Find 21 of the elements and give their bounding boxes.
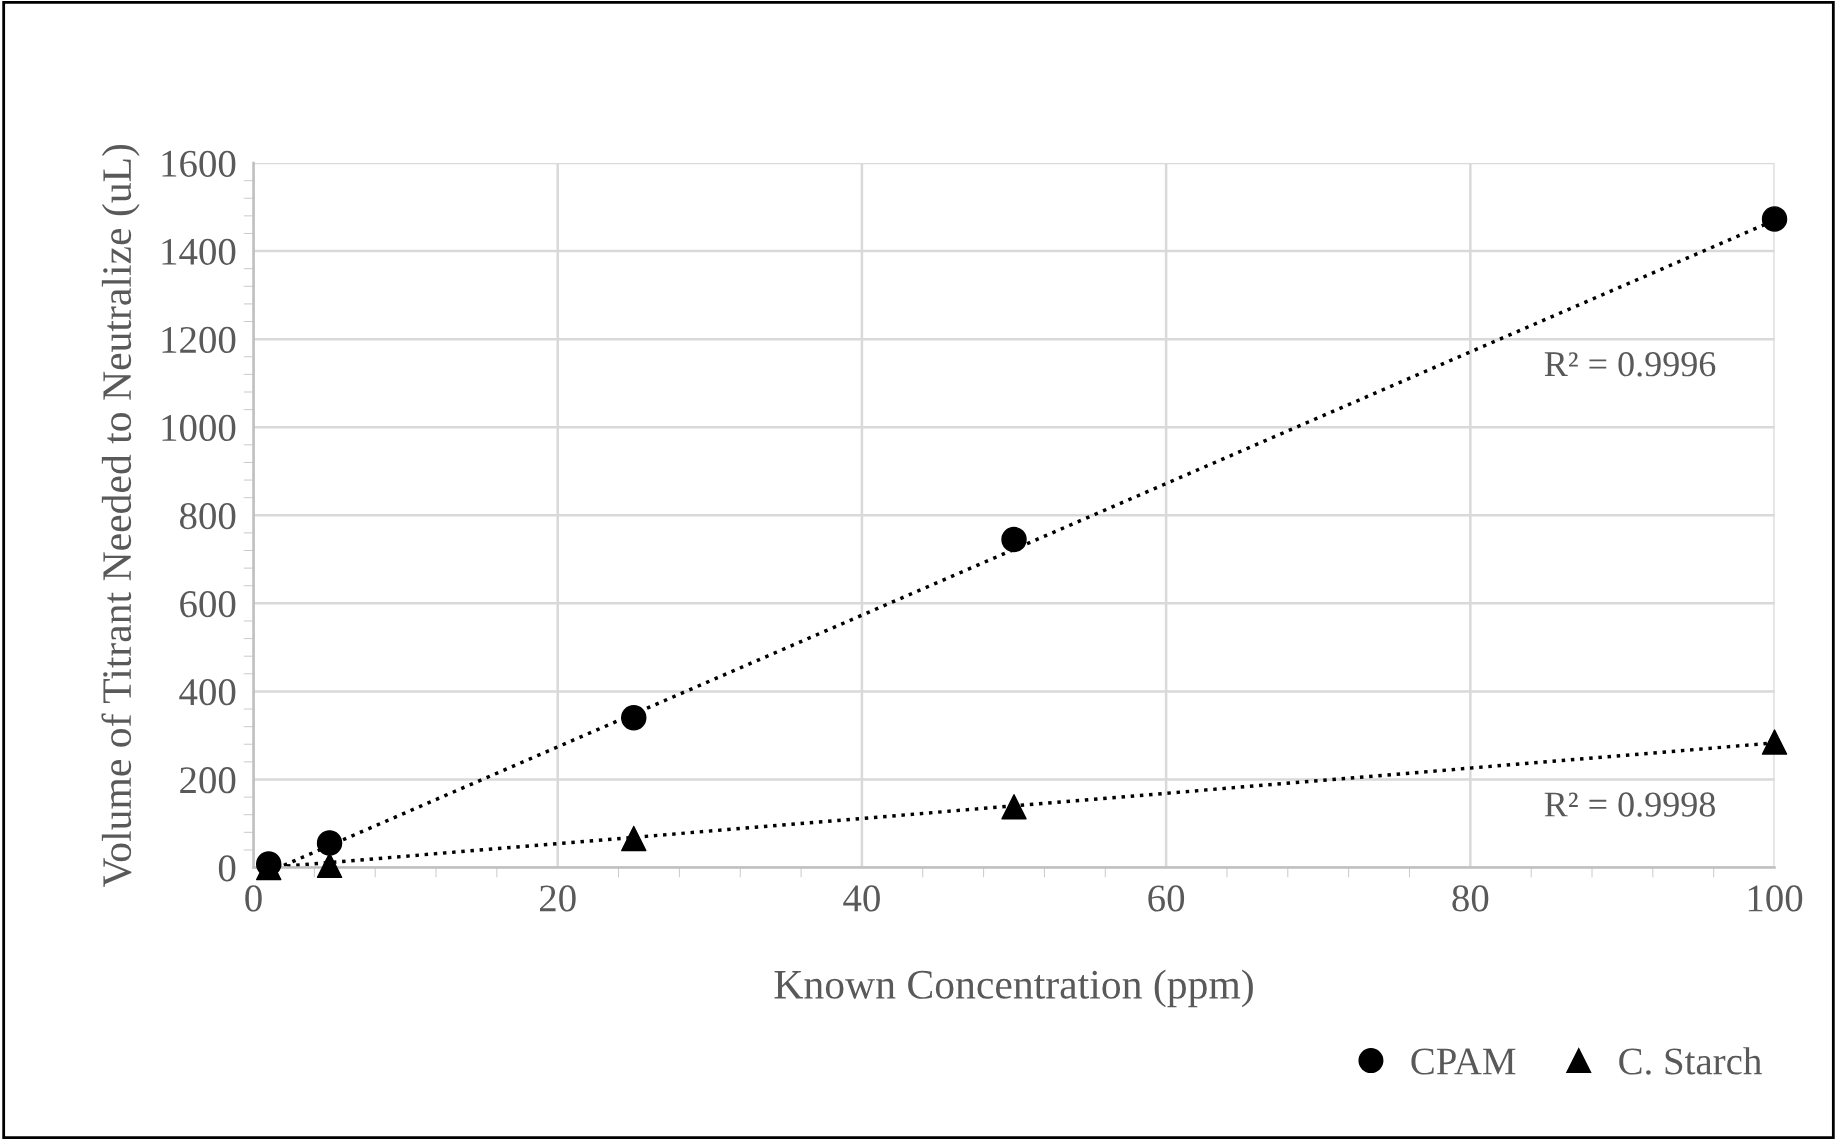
y-tick-label: 200 — [180, 767, 236, 794]
x-tick-label: 100 — [1748, 885, 1803, 912]
y-tick-label: 1600 — [162, 150, 236, 177]
annotation: R² = 0.9996 — [1544, 352, 1716, 377]
y-tick-label: 1000 — [162, 414, 236, 442]
x-tick-label: 40 — [843, 885, 880, 912]
legend-label: C. Starch — [1619, 1047, 1762, 1075]
annotation: R² = 0.9998 — [1544, 792, 1715, 817]
y-axis-title: Volume of Titrant Needed to Neutralize (uL) — [101, 144, 140, 888]
y-tick-label: 1200 — [162, 326, 236, 354]
legend-label: CPAM — [1411, 1048, 1516, 1075]
y-tick-label: 800 — [179, 502, 236, 530]
x-tick-label: 20 — [539, 885, 576, 912]
x-tick-label: 80 — [1452, 885, 1489, 912]
y-tick-label: 0 — [218, 855, 236, 882]
y-tick-label: 400 — [179, 679, 236, 706]
y-tick-label: 600 — [180, 590, 236, 618]
x-tick-label: 60 — [1148, 885, 1185, 912]
x-tick-label: 0 — [245, 885, 262, 912]
x-axis-title: Known Concentration (ppm) — [774, 969, 1253, 1008]
y-tick-label: 1400 — [162, 238, 236, 265]
